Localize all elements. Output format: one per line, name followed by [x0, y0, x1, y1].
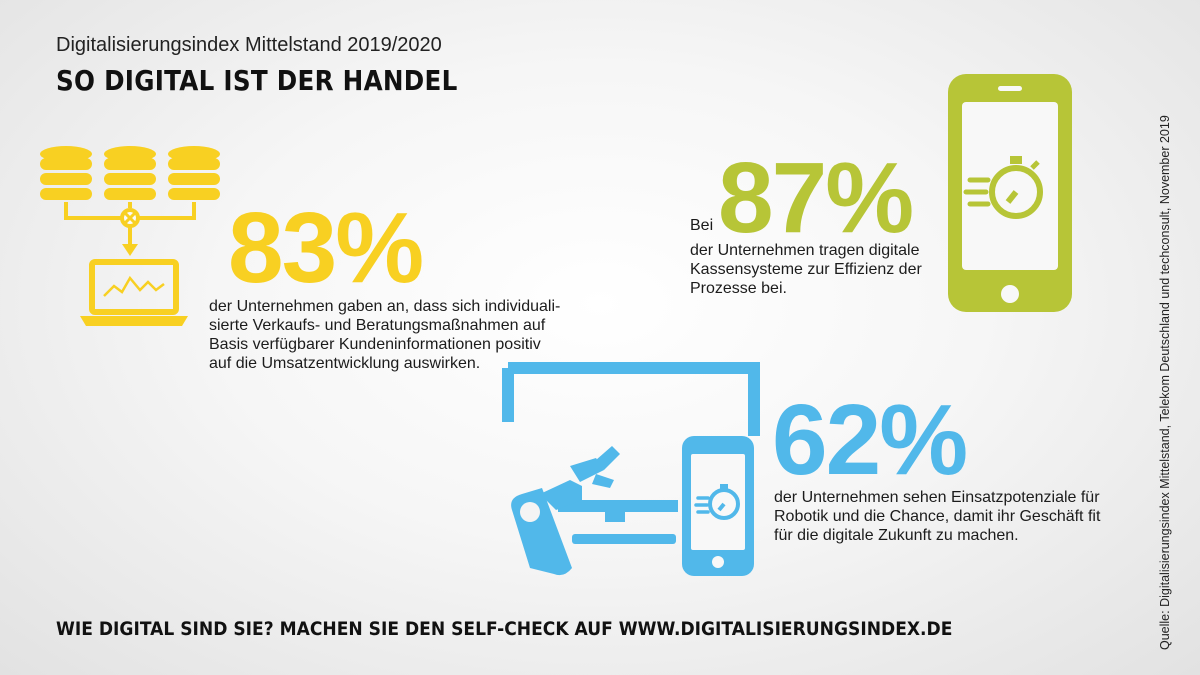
self-check-cta: WIE DIGITAL SIND SIE? MACHEN SIE DEN SEL… — [56, 618, 953, 640]
stat-1-description: der Unternehmen gaben an, dass sich indi… — [209, 298, 561, 372]
source-note: Quelle: Digitalisierungsindex Mittelstan… — [1158, 115, 1172, 650]
robot-arm-monitor-phone-icon — [502, 362, 760, 576]
database-network-laptop-icon — [40, 146, 220, 326]
stat-3-description: der Unternehmen sehen Einsatzpotenziale … — [774, 489, 1101, 544]
stat-2-prefix: Bei — [690, 217, 714, 234]
stat-3-value: 62% — [772, 384, 968, 496]
subtitle: Digitalisierungsindex Mittelstand 2019/2… — [56, 34, 442, 56]
stat-2-value: 87% — [718, 142, 914, 254]
stat-2-description: der Unternehmen tragen digitale Kassensy… — [690, 242, 922, 297]
stat-1-value: 83% — [228, 192, 424, 304]
smartphone-stopwatch-icon — [948, 74, 1072, 312]
page-title: SO DIGITAL IST DER HANDEL — [56, 64, 458, 97]
